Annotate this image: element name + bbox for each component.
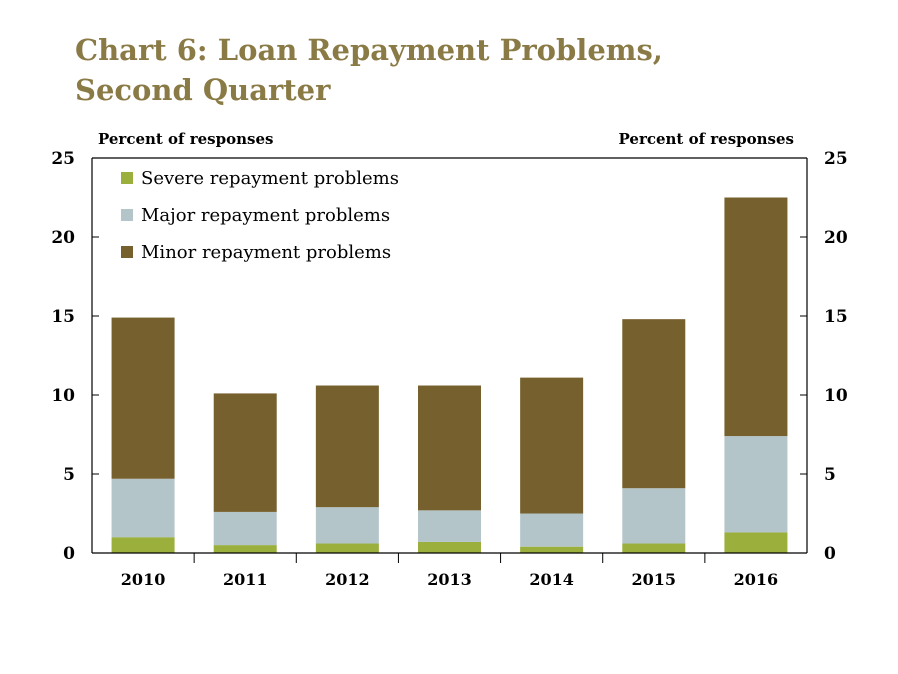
- bar-minor-2011: [213, 393, 277, 512]
- axes-layer: [91, 157, 808, 563]
- bar-major-2013: [418, 510, 481, 542]
- y-tick-label-right-25: 25: [824, 149, 848, 169]
- bar-severe-2016: [724, 532, 788, 553]
- x-tick-label-2013: 2013: [427, 570, 472, 589]
- y-tick-label-left-10: 10: [51, 386, 75, 406]
- chart-title-line2: Second Quarter: [75, 73, 331, 107]
- y-tick-label-right-10: 10: [824, 386, 848, 406]
- bar-minor-2016: [724, 197, 788, 437]
- bar-minor-2015: [622, 319, 686, 489]
- y-tick-label-left-15: 15: [51, 307, 75, 327]
- bar-major-2015: [622, 488, 686, 544]
- legend-swatch-severe: [121, 172, 133, 184]
- x-tick-label-2015: 2015: [632, 570, 677, 589]
- y-axis-label-right: Percent of responses: [619, 130, 794, 148]
- y-tick-label-left-0: 0: [63, 544, 75, 564]
- legend: Severe repayment problems Major repayment…: [121, 168, 399, 263]
- bar-major-2012: [315, 507, 379, 544]
- y-axis-label-left: Percent of responses: [98, 130, 273, 148]
- bar-severe-2010: [111, 537, 175, 553]
- chart-title-line1: Chart 6: Loan Repayment Problems,: [75, 33, 663, 67]
- x-tick-label-2012: 2012: [325, 570, 370, 589]
- bar-severe-2014: [520, 546, 584, 553]
- legend-swatch-major: [121, 209, 133, 221]
- bar-severe-2011: [213, 545, 277, 553]
- bar-major-2011: [213, 511, 277, 546]
- bar-minor-2013: [418, 385, 481, 511]
- bar-minor-2014: [520, 377, 584, 514]
- x-tick-label-2010: 2010: [121, 570, 166, 589]
- bars-layer: [111, 197, 788, 553]
- chart-title: Chart 6: Loan Repayment Problems, Second…: [75, 30, 663, 110]
- legend-label-minor: Minor repayment problems: [141, 242, 391, 263]
- x-tick-label-2011: 2011: [223, 570, 268, 589]
- y-tick-label-right-5: 5: [824, 465, 836, 485]
- x-tick-label-2014: 2014: [529, 570, 574, 589]
- y-tick-label-left-20: 20: [51, 228, 75, 248]
- bar-major-2014: [520, 513, 584, 547]
- bar-severe-2012: [315, 543, 379, 553]
- labels-layer: 2010 2011 2012 2013 2014 2015 2016 0 0 5 5 10 10 15 15…: [51, 130, 848, 589]
- y-tick-label-right-15: 15: [824, 307, 848, 327]
- y-tick-label-left-25: 25: [51, 149, 75, 169]
- legend-swatch-minor: [121, 246, 133, 258]
- bar-minor-2012: [315, 385, 379, 508]
- legend-label-major: Major repayment problems: [141, 205, 390, 226]
- bar-major-2010: [111, 478, 175, 538]
- bar-severe-2015: [622, 543, 686, 553]
- y-tick-label-right-20: 20: [824, 228, 848, 248]
- x-tick-label-2016: 2016: [734, 570, 779, 589]
- y-tick-label-right-0: 0: [824, 544, 836, 564]
- legend-label-severe: Severe repayment problems: [141, 168, 399, 189]
- bar-minor-2010: [111, 317, 175, 479]
- bar-major-2016: [724, 436, 788, 533]
- y-tick-label-left-5: 5: [63, 465, 75, 485]
- bar-severe-2013: [418, 541, 481, 553]
